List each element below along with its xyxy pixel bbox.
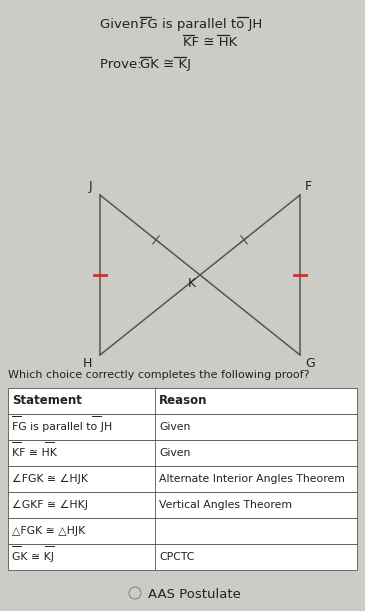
Text: Prove:: Prove: bbox=[100, 58, 146, 71]
Text: Given: Given bbox=[159, 422, 191, 432]
Text: Vertical Angles Theorem: Vertical Angles Theorem bbox=[159, 500, 292, 510]
Text: K: K bbox=[188, 277, 196, 290]
Bar bbox=[8, 414, 357, 440]
Text: Alternate Interior Angles Theorem: Alternate Interior Angles Theorem bbox=[159, 474, 345, 484]
Text: CPCTC: CPCTC bbox=[159, 552, 195, 562]
Text: G: G bbox=[305, 357, 315, 370]
Text: ∠FGK ≅ ∠HJK: ∠FGK ≅ ∠HJK bbox=[12, 474, 88, 484]
Text: FG is parallel to JH: FG is parallel to JH bbox=[12, 422, 112, 432]
Text: KF ≅ HK: KF ≅ HK bbox=[183, 36, 237, 49]
Text: AAS Postulate: AAS Postulate bbox=[148, 588, 241, 601]
Bar bbox=[8, 466, 357, 492]
Bar bbox=[8, 544, 357, 570]
Text: Which choice correctly completes the following proof?: Which choice correctly completes the fol… bbox=[8, 370, 310, 380]
Text: ∠GKF ≅ ∠HKJ: ∠GKF ≅ ∠HKJ bbox=[12, 500, 88, 510]
Text: Reason: Reason bbox=[159, 395, 207, 408]
Text: KF ≅ HK: KF ≅ HK bbox=[12, 448, 57, 458]
Text: FG is parallel to JH: FG is parallel to JH bbox=[140, 18, 262, 31]
Bar bbox=[8, 518, 357, 544]
Bar bbox=[8, 440, 357, 466]
Text: F: F bbox=[305, 180, 312, 193]
Text: Statement: Statement bbox=[12, 395, 82, 408]
Text: Given: Given bbox=[159, 448, 191, 458]
Bar bbox=[8, 492, 357, 518]
Text: Given:: Given: bbox=[100, 18, 147, 31]
Bar bbox=[8, 388, 357, 414]
Text: H: H bbox=[82, 357, 92, 370]
Text: GK ≅ KJ: GK ≅ KJ bbox=[140, 58, 191, 71]
Text: J: J bbox=[88, 180, 92, 193]
Text: GK ≅ KJ: GK ≅ KJ bbox=[12, 552, 54, 562]
Text: △FGK ≅ △HJK: △FGK ≅ △HJK bbox=[12, 526, 85, 536]
